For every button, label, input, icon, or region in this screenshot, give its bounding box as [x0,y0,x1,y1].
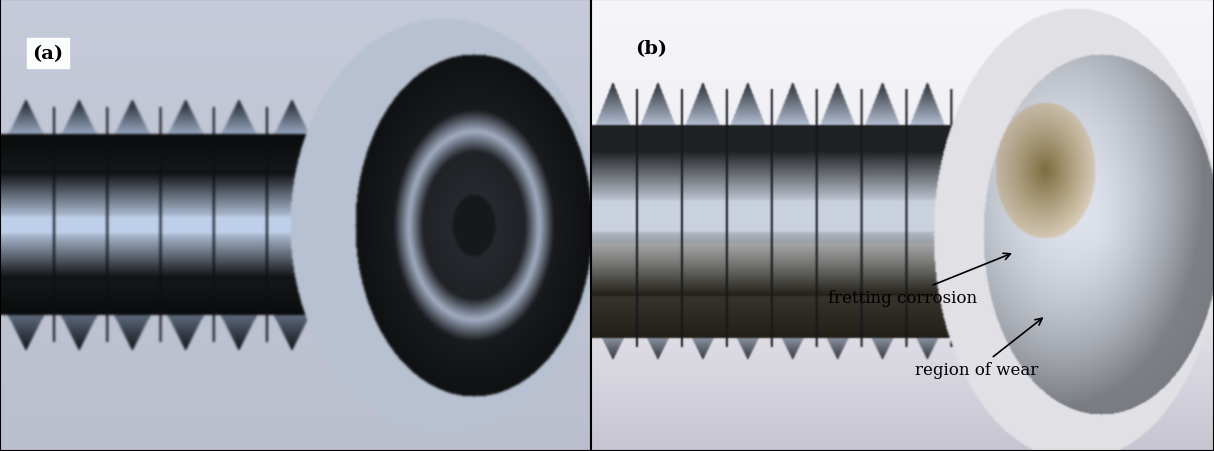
Text: (a): (a) [33,45,63,63]
Text: (b): (b) [635,40,666,58]
Text: region of wear: region of wear [915,318,1042,378]
Text: fretting corrosion: fretting corrosion [828,254,1010,306]
